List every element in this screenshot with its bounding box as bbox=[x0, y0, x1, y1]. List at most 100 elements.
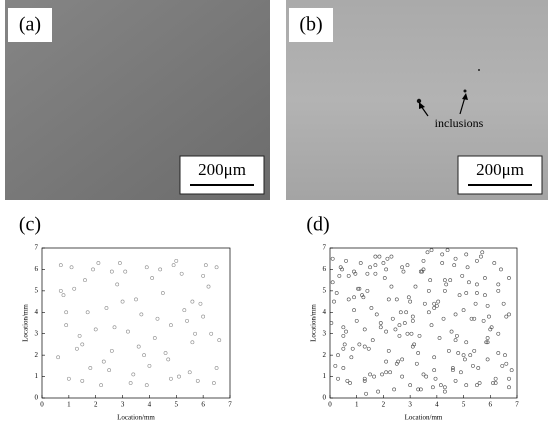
point bbox=[348, 381, 352, 385]
point bbox=[453, 256, 458, 261]
point bbox=[209, 331, 214, 336]
point bbox=[432, 368, 437, 373]
scale-text: 200μm bbox=[476, 160, 524, 179]
point bbox=[504, 361, 509, 366]
point bbox=[329, 321, 334, 325]
x-tick-label: 1 bbox=[355, 401, 359, 409]
point bbox=[475, 282, 479, 287]
point bbox=[362, 344, 367, 349]
point bbox=[449, 329, 454, 334]
point bbox=[357, 342, 362, 347]
x-tick-label: 6 bbox=[489, 401, 493, 409]
point bbox=[334, 291, 339, 295]
point bbox=[452, 263, 457, 268]
point bbox=[440, 252, 445, 257]
point bbox=[374, 312, 379, 317]
point bbox=[409, 331, 414, 336]
point bbox=[417, 333, 422, 338]
point bbox=[332, 299, 336, 304]
point bbox=[420, 269, 425, 274]
point bbox=[426, 288, 431, 293]
point bbox=[485, 357, 490, 362]
point bbox=[346, 297, 351, 302]
point bbox=[471, 363, 475, 368]
point bbox=[421, 372, 426, 377]
point bbox=[464, 252, 469, 257]
point bbox=[421, 258, 426, 263]
point bbox=[485, 336, 490, 340]
point bbox=[211, 381, 216, 385]
scale-box bbox=[179, 155, 265, 195]
point bbox=[441, 316, 446, 321]
point bbox=[185, 318, 189, 323]
x-tick-label: 1 bbox=[67, 401, 71, 409]
point bbox=[80, 342, 85, 347]
point bbox=[139, 312, 144, 317]
point bbox=[404, 310, 409, 315]
point bbox=[166, 357, 171, 362]
point bbox=[155, 316, 160, 321]
point bbox=[503, 353, 507, 358]
point bbox=[373, 271, 378, 276]
point bbox=[468, 353, 473, 358]
y-tick-label: 4 bbox=[323, 308, 327, 316]
point bbox=[475, 383, 479, 388]
point bbox=[187, 370, 192, 375]
point bbox=[107, 368, 112, 373]
point bbox=[405, 331, 410, 336]
point bbox=[489, 325, 494, 330]
point bbox=[507, 312, 511, 317]
point bbox=[380, 372, 384, 377]
point bbox=[169, 376, 173, 381]
x-tick-label: 2 bbox=[382, 401, 386, 409]
point bbox=[388, 370, 393, 375]
y-tick-label: 7 bbox=[323, 244, 327, 252]
point bbox=[362, 327, 367, 332]
point bbox=[372, 374, 376, 379]
point bbox=[442, 385, 447, 390]
point bbox=[354, 318, 359, 323]
point bbox=[142, 353, 146, 358]
point bbox=[446, 348, 451, 353]
point bbox=[217, 338, 222, 343]
point bbox=[75, 346, 79, 351]
point bbox=[483, 293, 487, 298]
point bbox=[416, 351, 421, 355]
y-axis-label: Location/mm bbox=[22, 304, 30, 342]
point bbox=[444, 282, 449, 287]
point bbox=[330, 280, 335, 285]
point bbox=[492, 261, 497, 265]
y-tick-label: 2 bbox=[323, 351, 327, 359]
scale-text: 200μm bbox=[198, 160, 246, 179]
point bbox=[369, 306, 374, 310]
point bbox=[64, 323, 69, 328]
point bbox=[442, 288, 447, 293]
point bbox=[330, 256, 335, 261]
point bbox=[134, 297, 138, 302]
point bbox=[483, 276, 487, 280]
point bbox=[412, 342, 417, 347]
point bbox=[64, 310, 69, 315]
point bbox=[198, 301, 203, 306]
point bbox=[401, 269, 406, 274]
point bbox=[88, 366, 93, 370]
point bbox=[428, 278, 433, 283]
point bbox=[384, 370, 389, 375]
point bbox=[174, 258, 179, 263]
point bbox=[368, 372, 372, 377]
arrow bbox=[459, 96, 466, 115]
point bbox=[144, 265, 149, 270]
point bbox=[58, 288, 63, 293]
y-tick-label: 4 bbox=[35, 308, 39, 316]
point bbox=[464, 340, 469, 345]
point bbox=[77, 333, 82, 338]
point bbox=[101, 359, 106, 364]
point bbox=[402, 321, 407, 325]
y-tick-label: 0 bbox=[323, 394, 327, 402]
point bbox=[406, 295, 411, 300]
point bbox=[448, 278, 453, 283]
point bbox=[386, 297, 391, 302]
point bbox=[117, 261, 122, 265]
point bbox=[413, 284, 418, 289]
point bbox=[384, 329, 389, 334]
